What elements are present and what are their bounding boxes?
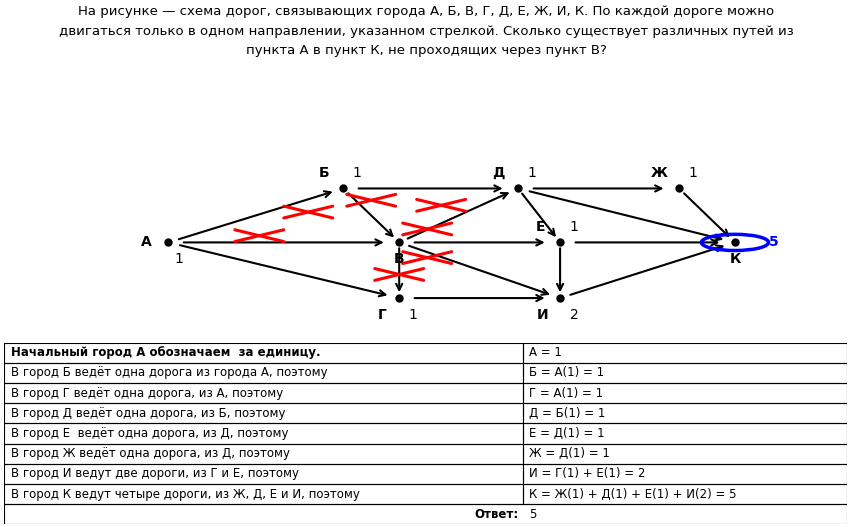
- Text: Г = А(1) = 1: Г = А(1) = 1: [529, 386, 602, 399]
- Bar: [522, 423, 846, 444]
- Bar: [4, 383, 522, 403]
- Bar: [522, 444, 846, 464]
- Text: В: В: [394, 252, 404, 266]
- Bar: [522, 383, 846, 403]
- Text: В город К ведут четыре дороги, из Ж, Д, Е и И, поэтому: В город К ведут четыре дороги, из Ж, Д, …: [11, 487, 360, 501]
- Text: Ж = Д(1) = 1: Ж = Д(1) = 1: [529, 447, 609, 460]
- Text: 1: 1: [408, 308, 417, 322]
- Text: Е: Е: [535, 220, 544, 234]
- Text: Ж: Ж: [650, 167, 667, 180]
- Text: 1: 1: [353, 167, 361, 180]
- Text: 1: 1: [174, 252, 183, 266]
- Bar: [4, 464, 522, 484]
- Text: Ответ:: Ответ:: [474, 508, 518, 521]
- Text: На рисунке — схема дорог, связывающих города А, Б, В, Г, Д, Е, Ж, И, К. По каждо: На рисунке — схема дорог, связывающих го…: [59, 5, 793, 57]
- Text: 5: 5: [768, 236, 777, 249]
- Bar: [4, 363, 522, 383]
- Bar: [522, 464, 846, 484]
- Text: Б: Б: [318, 167, 329, 180]
- Text: В город Ж ведёт одна дорога, из Д, поэтому: В город Ж ведёт одна дорога, из Д, поэто…: [11, 447, 290, 460]
- Text: 5: 5: [529, 508, 536, 521]
- Text: В город Е  ведёт одна дорога, из Д, поэтому: В город Е ведёт одна дорога, из Д, поэто…: [11, 427, 288, 440]
- Text: К: К: [728, 252, 740, 266]
- Text: А: А: [141, 236, 151, 249]
- Bar: [522, 484, 846, 504]
- Text: 2: 2: [569, 308, 578, 322]
- Text: В город Б ведёт одна дорога из города А, поэтому: В город Б ведёт одна дорога из города А,…: [11, 366, 327, 379]
- Text: Д: Д: [492, 167, 504, 180]
- Bar: [4, 484, 522, 504]
- Bar: [4, 403, 522, 423]
- Text: И: И: [536, 308, 548, 322]
- Text: К = Ж(1) + Д(1) + Е(1) + И(2) = 5: К = Ж(1) + Д(1) + Е(1) + И(2) = 5: [529, 487, 736, 501]
- Text: А = 1: А = 1: [529, 346, 561, 359]
- Bar: [4, 444, 522, 464]
- Text: В город Г ведёт одна дорога, из А, поэтому: В город Г ведёт одна дорога, из А, поэто…: [11, 386, 283, 399]
- Text: Д = Б(1) = 1: Д = Б(1) = 1: [529, 407, 605, 420]
- Text: 1: 1: [527, 167, 536, 180]
- Bar: [522, 343, 846, 363]
- Bar: [522, 363, 846, 383]
- Text: Б = А(1) = 1: Б = А(1) = 1: [529, 366, 604, 379]
- Bar: [4, 423, 522, 444]
- Text: 1: 1: [688, 167, 697, 180]
- Bar: [4, 504, 846, 524]
- Text: В город И ведут две дороги, из Г и Е, поэтому: В город И ведут две дороги, из Г и Е, по…: [11, 467, 299, 481]
- Text: Г: Г: [377, 308, 386, 322]
- Bar: [4, 343, 522, 363]
- Text: 1: 1: [569, 220, 578, 234]
- Text: И = Г(1) + Е(1) = 2: И = Г(1) + Е(1) = 2: [529, 467, 645, 481]
- Text: Начальный город А обозначаем  за единицу.: Начальный город А обозначаем за единицу.: [11, 346, 320, 359]
- Text: В город Д ведёт одна дорога, из Б, поэтому: В город Д ведёт одна дорога, из Б, поэто…: [11, 407, 285, 420]
- Bar: [522, 403, 846, 423]
- Text: Е = Д(1) = 1: Е = Д(1) = 1: [529, 427, 604, 440]
